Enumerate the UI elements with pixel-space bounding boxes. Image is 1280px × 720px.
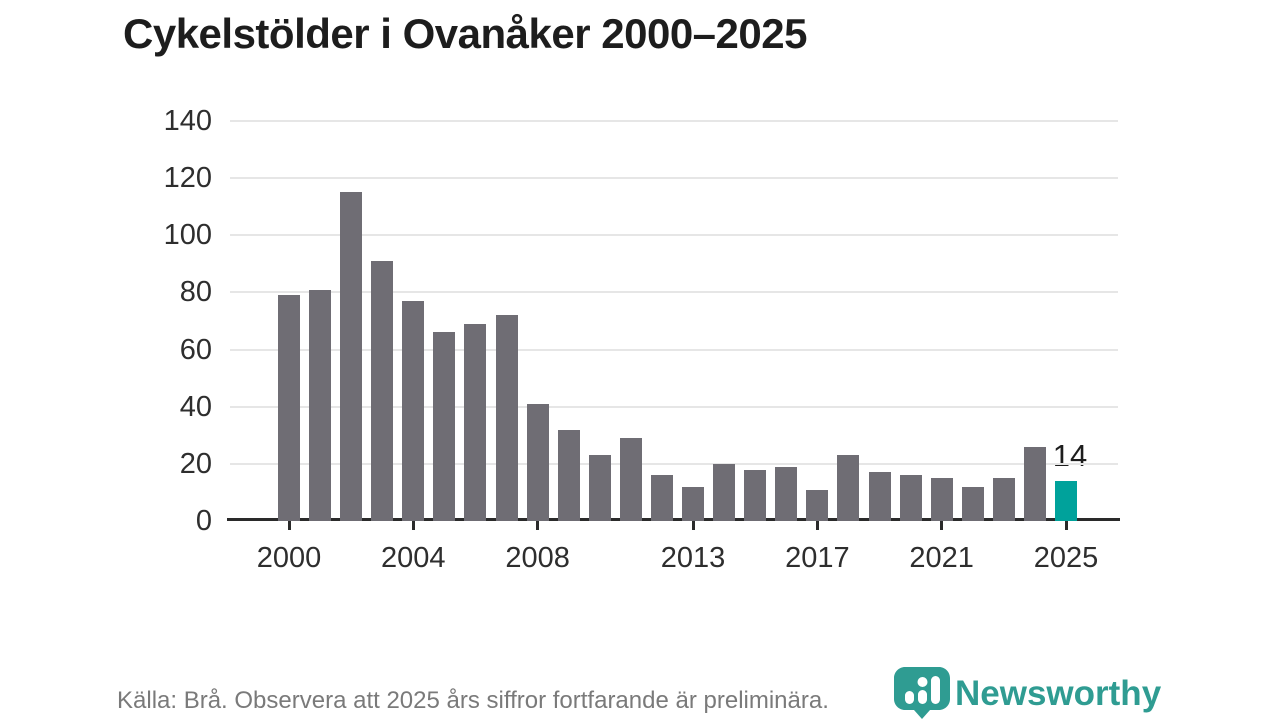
y-tick-label-100: 100 [163, 219, 212, 252]
bar-2006 [464, 323, 487, 521]
bar-2010 [588, 455, 611, 521]
bar-2002 [340, 192, 363, 521]
y-tick-label-80: 80 [179, 276, 212, 309]
x-tick-label-2000: 2000 [256, 542, 322, 574]
x-axis-tick-2021 [940, 521, 944, 530]
x-axis-tick-2000 [287, 521, 291, 530]
gridline-120 [230, 177, 1118, 180]
bar-2003 [371, 261, 394, 521]
gridline-40 [230, 405, 1118, 408]
x-tick-label-2017: 2017 [785, 542, 850, 574]
x-axis-tick-2013 [691, 521, 695, 530]
y-tick-label-20: 20 [179, 447, 212, 480]
x-tick-label-2004: 2004 [381, 542, 446, 574]
gridline-100 [230, 234, 1118, 237]
gridline-20 [230, 462, 1118, 465]
newsworthy-logo: Newsworthy [893, 666, 1161, 720]
x-axis-tick-2008 [536, 521, 540, 530]
bar-2008 [526, 403, 549, 521]
bar-2018 [837, 455, 860, 521]
bar-2019 [868, 472, 891, 521]
bar-2012 [650, 475, 673, 521]
bar-2022 [961, 486, 984, 521]
gridline-60 [230, 348, 1118, 351]
y-tick-label-140: 140 [163, 105, 212, 137]
bar-2009 [557, 429, 580, 521]
x-axis-tick-2025 [1064, 521, 1068, 530]
x-tick-label-2021: 2021 [909, 542, 974, 574]
y-tick-label-120: 120 [163, 162, 212, 195]
bar-2015 [744, 469, 767, 521]
gridline-80 [230, 291, 1118, 294]
x-axis-tick-2017 [815, 521, 819, 530]
y-tick-label-40: 40 [179, 390, 212, 423]
x-tick-label-2008: 2008 [505, 542, 570, 574]
bar-2000 [278, 295, 300, 521]
bar-2007 [495, 315, 518, 521]
y-tick-label-0: 0 [195, 505, 212, 537]
bar-2017 [806, 489, 829, 521]
x-tick-label-2013: 2013 [660, 542, 726, 574]
x-tick-label-2025: 2025 [1033, 542, 1099, 574]
highlight-value-label: 14 [1052, 438, 1088, 473]
bar-2021 [930, 478, 953, 521]
x-axis-tick-2004 [411, 521, 415, 530]
bar-2014 [713, 463, 736, 521]
bar-2011 [619, 438, 642, 521]
bar-2005 [433, 332, 456, 521]
bar-2001 [309, 289, 332, 521]
x-axis-line [227, 518, 1120, 521]
chart-title: Cykelstölder i Ovanåker 2000–2025 [123, 10, 807, 57]
bar-2013 [682, 486, 705, 521]
y-tick-label-60: 60 [179, 333, 212, 366]
bar-2024 [1023, 446, 1046, 521]
source-note: Källa: Brå. Observera att 2025 års siffr… [117, 687, 829, 714]
bar-2023 [992, 478, 1015, 521]
bar-2004 [402, 301, 425, 521]
gridline-140 [230, 120, 1118, 122]
bar-2020 [899, 475, 922, 521]
bar-2025 [1055, 481, 1077, 521]
bar-2016 [775, 466, 798, 521]
newsworthy-logo-text: Newsworthy [955, 674, 1162, 713]
newsworthy-logo-icon [894, 667, 950, 719]
